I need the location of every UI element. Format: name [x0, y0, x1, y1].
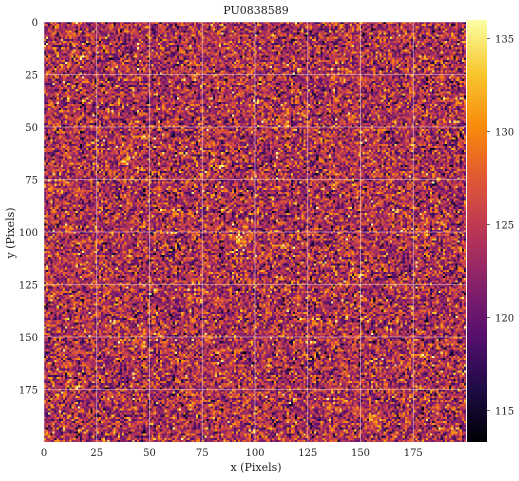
y-tick-label: 75 [25, 176, 38, 187]
chart-title: PU0838589 [223, 4, 288, 17]
x-axis-label: x (Pixels) [230, 461, 281, 474]
x-tick-label: 175 [404, 448, 423, 459]
y-tick-label: 25 [25, 71, 38, 82]
grid-lines [43, 21, 466, 442]
colorbar [467, 20, 487, 442]
colorbar-tick-label: 115 [495, 406, 514, 417]
y-tick-label: 150 [19, 333, 38, 344]
colorbar-tick-label: 120 [495, 313, 514, 324]
colorbar-tick-label: 135 [495, 35, 514, 46]
x-axis: 0 25 50 75 100 125 150 175 [41, 448, 423, 459]
x-tick-label: 125 [298, 448, 317, 459]
colorbar-tick-label: 125 [495, 220, 514, 231]
y-tick-label: 125 [19, 281, 38, 292]
y-axis: 0 25 50 75 100 125 150 175 [19, 18, 38, 397]
x-tick-label: 75 [196, 448, 209, 459]
y-axis-label: y (Pixels) [4, 207, 17, 259]
colorbar-axis: 115 120 125 130 135 [487, 35, 514, 417]
x-tick-label: 100 [245, 448, 264, 459]
x-tick-label: 50 [143, 448, 156, 459]
x-tick-label: 0 [41, 448, 47, 459]
y-tick-label: 50 [25, 123, 38, 134]
y-tick-label: 100 [19, 228, 38, 239]
y-tick-label: 0 [32, 18, 38, 29]
x-tick-label: 25 [90, 448, 103, 459]
colorbar-tick-label: 130 [495, 128, 514, 139]
y-tick-label: 175 [19, 386, 38, 397]
x-tick-label: 150 [351, 448, 370, 459]
